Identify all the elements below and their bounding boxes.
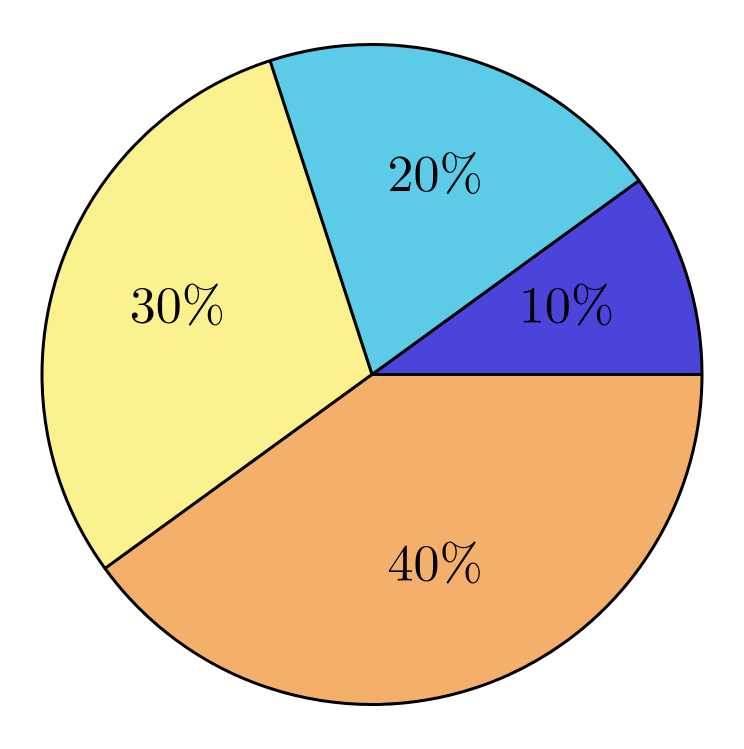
pie-chart: 10% 20% 30% 40%: [0, 0, 744, 749]
pie-slice-label-0: 10%: [519, 264, 614, 338]
pie-slice-label-3: 40%: [388, 522, 483, 596]
pie-chart-container: 10% 20% 30% 40%: [0, 0, 744, 749]
pie-slice-label-1: 20%: [388, 133, 483, 207]
pie-slice-label-2: 30%: [130, 264, 225, 338]
